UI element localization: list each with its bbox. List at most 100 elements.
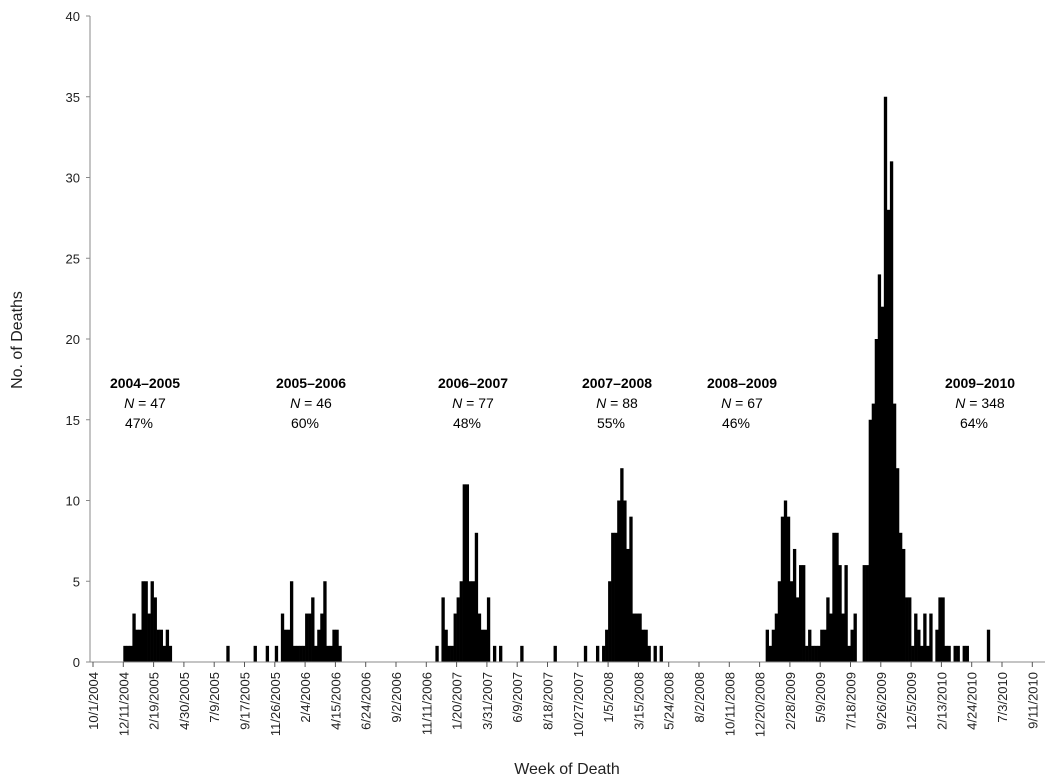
y-tick-label: 35 [66,90,80,105]
season-n: N = 348 [955,395,1005,411]
x-tick-label: 10/11/2008 [722,672,737,736]
y-tick-label: 25 [66,251,80,266]
x-tick-label: 2/4/2006 [298,672,313,723]
x-tick-label: 4/30/2005 [177,672,192,730]
bar [926,645,930,662]
x-tick-label: 4/15/2006 [328,672,343,730]
x-tick-label: 12/5/2009 [904,672,919,730]
bar [486,597,491,662]
x-tick-label: 11/11/2006 [419,672,434,735]
bar [474,532,479,662]
bar [138,629,142,662]
y-tick-label: 40 [66,9,80,24]
bar [462,484,466,662]
x-tick-label: 3/15/2008 [631,672,646,730]
x-tick-label: 1/5/2008 [601,672,616,723]
x-tick-label: 2/19/2005 [147,672,162,730]
x-tick-label: 1/20/2007 [450,672,465,730]
y-tick-label: 5 [73,574,80,589]
y-tick-label: 20 [66,332,80,347]
bar [647,645,651,662]
bar [898,532,903,662]
bar [986,629,991,662]
bar [456,597,460,662]
bar [871,403,876,662]
bar [908,597,912,662]
x-tick-label: 6/9/2007 [510,672,525,723]
season-annotations: 2004–2005 N = 47 47% 2005–2006 N = 46 60% 2006… [110,375,1015,431]
bar [780,516,785,662]
bar [777,581,782,662]
x-tick-label: 7/3/2010 [995,672,1010,723]
bar [450,645,454,662]
bar [917,629,921,662]
bar [311,597,315,662]
bar [938,597,942,662]
bars-group [123,96,991,663]
bar [768,645,773,662]
bar [795,597,800,662]
bar [883,96,888,662]
bar [314,645,318,662]
season-percent: 55% [597,415,625,431]
bar [929,613,933,662]
season-annotation: 2005–2006 N = 46 60% [276,375,346,431]
bar [880,306,885,662]
bar [147,613,151,662]
x-tick-label: 5/24/2008 [662,672,677,730]
season-n: N = 67 [721,395,763,411]
bar [874,339,879,662]
bar [435,645,439,662]
season-n: N = 46 [290,395,332,411]
bar [265,645,270,662]
x-tick-label: 8/18/2007 [541,672,556,730]
bar [944,645,948,662]
bar [850,629,854,662]
bar [805,645,809,662]
bar [338,645,342,662]
bar [617,500,621,662]
bar [296,645,300,662]
bar [468,581,473,662]
bar [765,629,769,662]
x-tick-label: 9/17/2005 [238,672,253,730]
bar [308,613,312,662]
bar [159,629,163,662]
bar [947,645,951,662]
bar [841,613,845,662]
bar [168,645,173,662]
x-tick-label: 4/24/2010 [965,672,980,730]
season-label: 2006–2007 [438,375,508,391]
bar [847,645,851,662]
bar [305,613,309,662]
bar [602,645,606,662]
bar [165,629,170,662]
bar [483,629,488,662]
bar [935,629,939,662]
season-n: N = 77 [452,395,494,411]
bar [789,581,794,662]
season-annotation: 2007–2008 N = 88 55% [582,375,652,431]
bar [783,500,788,662]
bar [335,629,339,662]
bar [150,581,154,662]
x-tick-label: 2/28/2009 [783,672,798,730]
bar [317,629,321,662]
x-tick-label: 9/2/2006 [389,672,404,723]
bar [962,645,966,662]
bar [292,645,297,662]
x-tick-label: 12/20/2008 [753,672,768,737]
bar [865,565,869,662]
bar [332,629,336,662]
bar [632,613,636,662]
bar [877,274,882,662]
season-percent: 48% [453,415,481,431]
bar [289,581,294,662]
bar [144,581,148,662]
bar [153,597,157,662]
bar [620,468,624,662]
bar [608,581,612,662]
x-axis-title: Week of Death [514,761,620,778]
bar [802,565,806,662]
